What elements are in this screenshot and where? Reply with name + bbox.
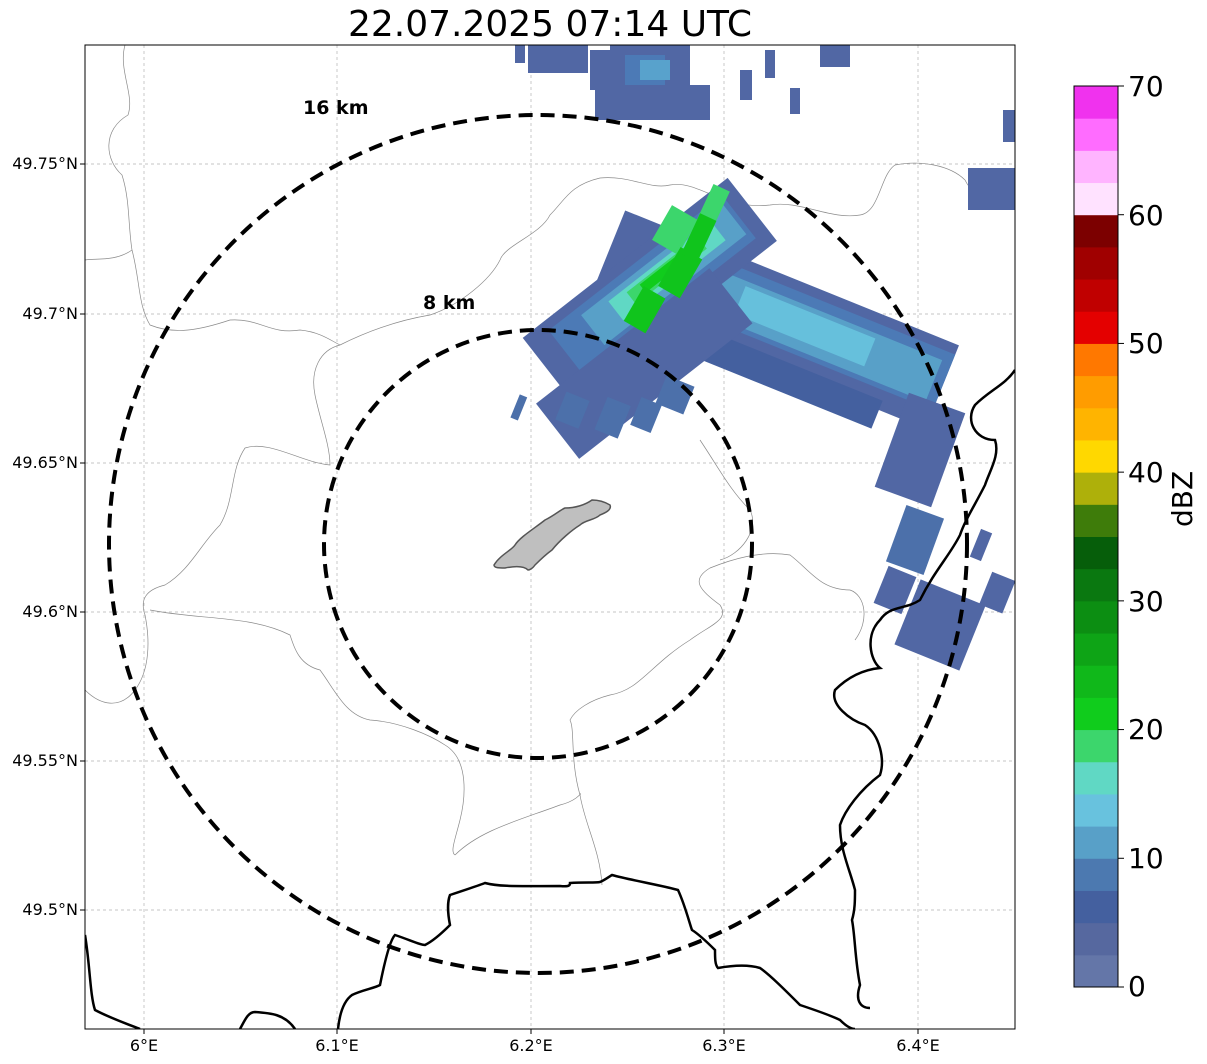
colorbar-segment: [1074, 182, 1118, 216]
national-borders: [85, 369, 1015, 1029]
colorbar-segment: [1074, 826, 1118, 859]
colorbar-segment: [1074, 118, 1118, 151]
lat-tick-label: 49.5°N: [22, 900, 78, 919]
colorbar-segment: [1074, 665, 1118, 698]
colorbar-segment: [1074, 633, 1118, 666]
colorbar-segment: [1074, 311, 1118, 344]
radar-echoes: [510, 45, 1015, 671]
colorbar-segment: [1074, 246, 1118, 280]
colorbar-tick-label: 50: [1128, 327, 1164, 360]
colorbar-segment: [1074, 922, 1118, 956]
echo-cluster-east: [873, 392, 1015, 671]
echo-band-main: [591, 210, 959, 429]
echo-core: [623, 184, 730, 334]
lat-tick-label: 49.6°N: [22, 602, 78, 621]
range-ring-label-8km: 8 km: [423, 292, 476, 314]
lat-tick-label: 49.75°N: [12, 154, 78, 173]
colorbar-tick-label: 40: [1128, 456, 1164, 489]
colorbar-segment: [1074, 954, 1118, 988]
colorbar-segment: [1074, 504, 1118, 537]
colorbar-segment: [1074, 890, 1118, 924]
map-frame: [84, 44, 1016, 1030]
admin-boundaries: [85, 45, 1015, 886]
lat-tick-label: 49.7°N: [22, 304, 78, 323]
lat-tick-label: 49.65°N: [12, 453, 78, 472]
colorbar-segment: [1074, 697, 1118, 731]
colorbar-segment: [1074, 536, 1118, 570]
colorbar-segment: [1074, 793, 1118, 827]
colorbar-frame: [1073, 85, 1119, 988]
colorbar-segment: [1074, 472, 1118, 505]
colorbar-segment: [1074, 729, 1118, 763]
colorbar-segment: [1074, 407, 1118, 441]
axis-ticks: [80, 163, 919, 1034]
colorbar-segment: [1074, 375, 1118, 409]
echo-cluster-north: [515, 45, 1015, 210]
colorbar-tick-label: 20: [1128, 713, 1164, 746]
colorbar-segment: [1074, 214, 1118, 248]
colorbar-segment: [1074, 568, 1118, 602]
colorbar-tick-label: 30: [1128, 585, 1164, 618]
colorbar-segment: [1074, 439, 1118, 473]
map-title: 22.07.2025 07:14 UTC: [347, 4, 753, 45]
colorbar-segment: [1074, 600, 1118, 634]
range-ring-16km: [107, 113, 969, 975]
colorbar-segment: [1074, 858, 1118, 891]
colorbar-segment: [1074, 150, 1118, 184]
colorbar-segment: [1074, 86, 1118, 119]
lat-tick-label: 49.55°N: [12, 751, 78, 770]
colorbar-tick-label: 0: [1128, 970, 1146, 1003]
colorbar-label: dBZ: [1166, 470, 1199, 527]
colorbar-tick-label: 70: [1128, 70, 1164, 103]
colorbar-tick-label: 10: [1128, 842, 1164, 875]
colorbar-segment: [1074, 761, 1118, 795]
colorbar: [1074, 85, 1124, 988]
colorbar-segment: [1074, 279, 1118, 312]
range-ring-label-16km: 16 km: [303, 97, 369, 119]
lon-tick-label: 6.2°E: [509, 1036, 553, 1055]
lon-tick-label: 6.3°E: [702, 1036, 746, 1055]
lon-tick-label: 6.4°E: [896, 1036, 940, 1055]
lon-tick-label: 6°E: [129, 1036, 159, 1055]
range-ring-8km: [322, 328, 754, 760]
colorbar-segment: [1074, 343, 1118, 377]
radar-site-polygon: [493, 499, 612, 571]
colorbar-tick-label: 60: [1128, 199, 1164, 232]
lon-tick-label: 6.1°E: [315, 1036, 359, 1055]
